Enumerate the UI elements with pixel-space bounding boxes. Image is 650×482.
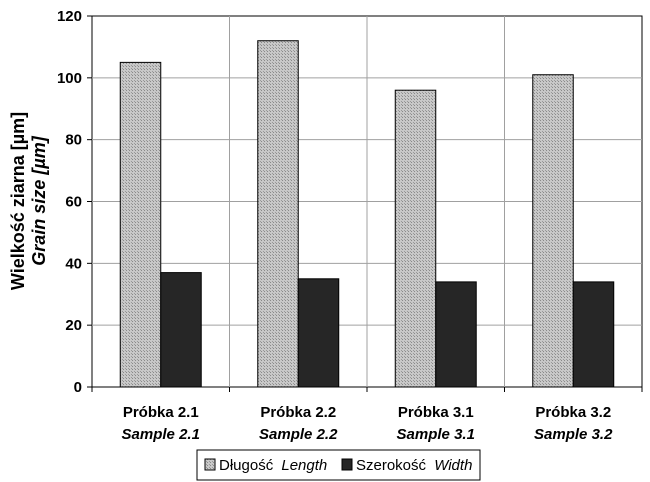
y-tick-label: 60 xyxy=(65,194,82,211)
legend: Długość Length Szerokość Width xyxy=(196,449,481,481)
y-axis-label-en: Grain size [µm] xyxy=(29,135,49,265)
x-category-label: Próbka 2.1 xyxy=(123,404,199,421)
bar-length-1 xyxy=(119,61,162,388)
x-category-label-en: Sample 3.2 xyxy=(534,426,613,443)
y-tick-label: 100 xyxy=(57,70,82,87)
x-axis-labels: Próbka 2.1 Sample 2.1 Próbka 2.2 Sample 2.2… xyxy=(91,387,643,443)
legend-label-length-en: Length xyxy=(281,457,327,474)
x-category-label-en: Sample 2.1 xyxy=(122,426,200,443)
legend-label-length-pl: Długość xyxy=(219,457,274,474)
legend-box xyxy=(196,449,481,481)
y-axis-ticks: 0 20 40 60 80 100 120 xyxy=(57,8,92,396)
x-category-label-en: Sample 3.1 xyxy=(397,426,475,443)
bars xyxy=(119,40,615,388)
bar-width-1 xyxy=(160,272,202,388)
y-tick-label: 40 xyxy=(65,255,82,272)
y-tick-label: 120 xyxy=(57,8,82,25)
x-category-label: Próbka 2.2 xyxy=(260,404,336,421)
legend-label-width-pl: Szerokość xyxy=(356,457,427,474)
y-axis-label: Wielkość ziarna [µm] xyxy=(8,112,28,290)
y-tick-label: 80 xyxy=(65,132,82,149)
x-category-label-en: Sample 2.2 xyxy=(259,426,338,443)
x-category-label: Próbka 3.2 xyxy=(535,404,611,421)
bar-width-2 xyxy=(297,278,340,388)
bar-width-3 xyxy=(435,281,477,388)
legend-label-length: Długość Length xyxy=(219,457,327,474)
bar-length-3 xyxy=(394,89,437,388)
bar-length-4 xyxy=(532,74,574,388)
y-axis-title: Wielkość ziarna [µm] Grain size [µm] xyxy=(8,112,49,290)
bar-width-4 xyxy=(572,281,615,388)
x-category-label: Próbka 3.1 xyxy=(398,404,474,421)
legend-swatch-length xyxy=(204,458,216,471)
legend-swatch-width xyxy=(341,458,353,471)
legend-label-width: Szerokość Width xyxy=(356,457,472,474)
y-tick-label: 0 xyxy=(74,379,82,396)
legend-label-width-en: Width xyxy=(434,457,472,474)
bar-length-2 xyxy=(257,40,299,388)
y-tick-label: 20 xyxy=(65,317,82,334)
